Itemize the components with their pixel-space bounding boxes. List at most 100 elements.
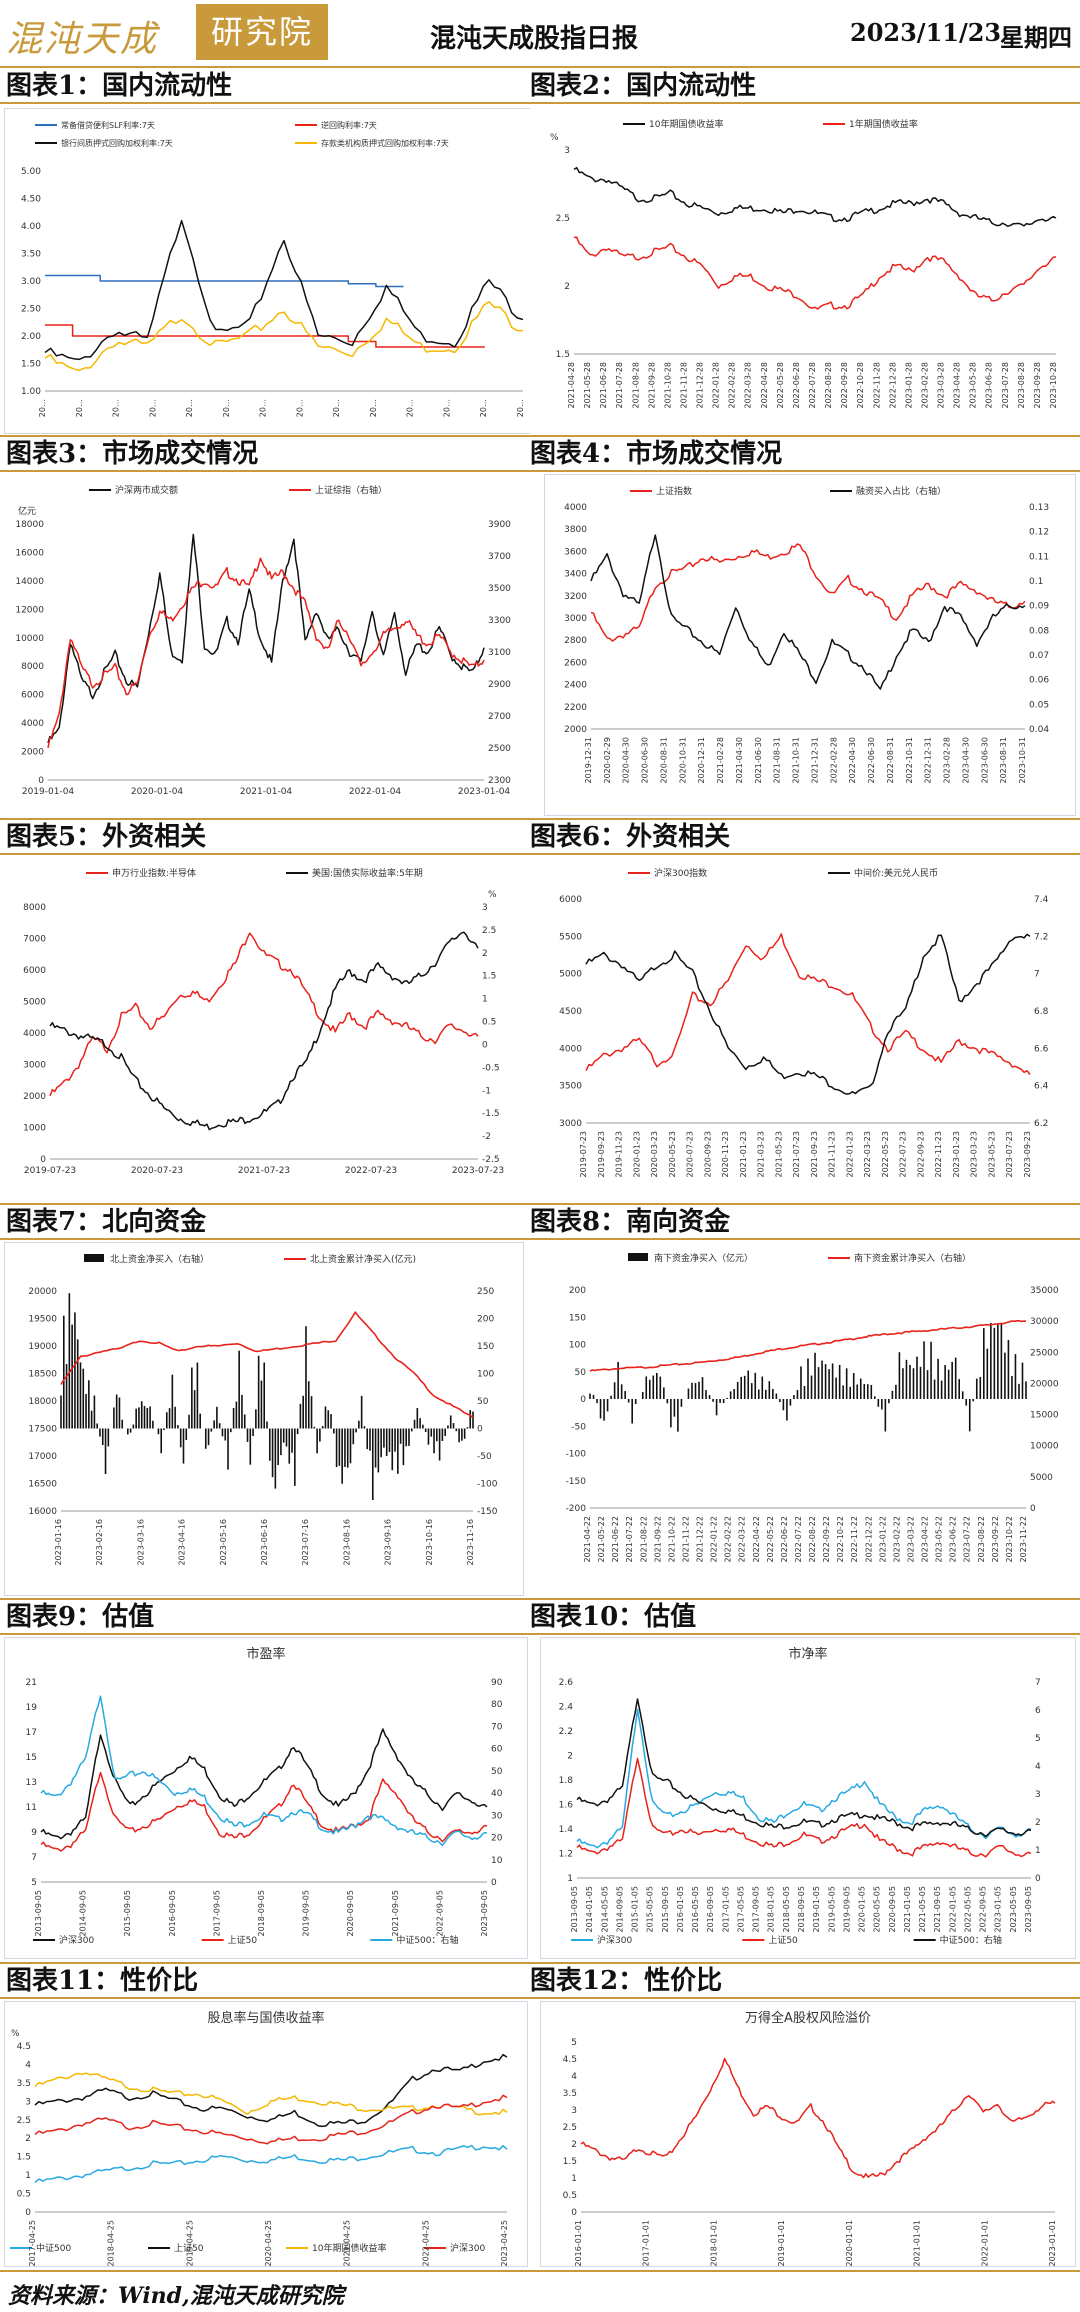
x-tick-label: 2022-03-28 <box>744 362 753 409</box>
bar <box>218 1423 221 1429</box>
bar <box>1014 1354 1017 1399</box>
x-tick-label: 2022-06-30 <box>867 737 876 784</box>
bar <box>235 1401 238 1429</box>
x-tick-label: 2017-05-05 <box>736 1886 745 1933</box>
y-tick-label: 3 <box>1035 1790 1041 1800</box>
x-tick-label: 2023-03-28 <box>937 362 946 409</box>
x-tick-label: 2023-02-22 <box>892 1516 901 1563</box>
y-tick-label: 0.08 <box>1029 626 1049 636</box>
bar <box>424 1428 427 1432</box>
x-tick-label: 2021-01-01 <box>913 2220 922 2266</box>
x-tick-label: 2022-11-28 <box>872 362 881 409</box>
legend-label: 上证综指（右轴） <box>315 484 387 496</box>
x-tick-label: 20… <box>369 399 378 417</box>
bar <box>168 1408 171 1429</box>
x-tick-label: 2023-04-25 <box>500 2220 509 2266</box>
legend-label: 沪深300指数 <box>654 867 707 879</box>
series-line <box>40 1695 488 1847</box>
divider <box>0 1997 1080 1999</box>
y-tick-label: 18000 <box>28 1397 57 1407</box>
y-tick-label: 4 <box>25 2060 31 2070</box>
y-tick-label: 5 <box>571 2038 577 2048</box>
bar <box>772 1388 774 1399</box>
y-tick-label: 7 <box>1034 970 1040 980</box>
x-tick-label: 2021-09-22 <box>653 1516 662 1563</box>
bar <box>88 1380 90 1429</box>
x-tick-label: 2023-10-31 <box>1018 737 1027 784</box>
y-tick-label: 0.07 <box>1029 651 1049 661</box>
x-tick-label: 2015-09-05 <box>123 1890 132 1937</box>
y-tick-label: 0 <box>1030 1504 1036 1514</box>
bar <box>648 1379 651 1399</box>
y-tick-label: 7000 <box>23 935 46 945</box>
bar <box>249 1428 252 1465</box>
x-tick-label: 2021-04-25 <box>343 2220 352 2266</box>
bar <box>115 1394 118 1429</box>
y-tick-label: 40 <box>491 1789 503 1799</box>
bar <box>324 1406 327 1429</box>
bar <box>307 1381 310 1429</box>
y-tick-label: 19 <box>26 1703 38 1713</box>
x-tick-label: 2020-09-05 <box>346 1890 355 1937</box>
y-tick-label: 1.50 <box>21 360 41 370</box>
bar <box>305 1326 307 1429</box>
y-tick-label: 17 <box>26 1728 37 1738</box>
y-tick-label: 0 <box>482 1040 488 1050</box>
bar <box>146 1407 149 1429</box>
section-title: 图表5：外资相关 <box>6 822 207 852</box>
x-tick-label: 2020-01-04 <box>131 787 184 797</box>
x-tick-label: 2022-03-22 <box>738 1516 747 1563</box>
bar <box>810 1375 813 1399</box>
y-tick-label: 4000 <box>23 1029 46 1039</box>
bar <box>196 1362 199 1429</box>
bar <box>849 1386 851 1399</box>
y-tick-label: 1000 <box>23 1124 46 1134</box>
report-header: 混沌天成 研究院 混沌天成股指日报 2023/11/23 星期四 <box>0 0 1080 66</box>
x-tick-label: 2023-06-22 <box>949 1516 958 1563</box>
x-tick-label: 2023-09-22 <box>991 1516 1000 1563</box>
bar <box>677 1399 679 1432</box>
x-tick-label: 2022-01-05 <box>948 1886 957 1933</box>
x-tick-label: 2019-12-31 <box>584 737 593 784</box>
y-tick-label: 30 <box>491 1811 503 1821</box>
bar <box>592 1394 595 1399</box>
x-tick-label: 2020-01-05 <box>858 1886 867 1933</box>
x-tick-label: 2023-05-05 <box>1009 1886 1018 1933</box>
series-line <box>47 533 485 744</box>
series-line <box>44 219 524 361</box>
chart-4: 上证指数 融资买入占比（右轴） 4000 3800 3600 3400 3200 3000 28… <box>564 485 1049 784</box>
bar <box>377 1428 380 1473</box>
bar <box>427 1428 430 1445</box>
bar <box>96 1423 98 1429</box>
x-tick-label: 2013-09-05 <box>570 1886 579 1933</box>
bar <box>266 1421 268 1429</box>
y-tick-label: 0.13 <box>1029 503 1049 513</box>
x-tick-label: 2023-08-22 <box>977 1516 986 1563</box>
x-tick-label: 2020-11-23 <box>721 1131 730 1178</box>
series-line <box>49 932 479 1097</box>
y-tick-label: -100 <box>477 1480 498 1490</box>
y-tick-label: 4 <box>1035 1762 1041 1772</box>
section-title: 图表6：外资相关 <box>530 822 731 852</box>
axis-unit: % <box>11 2029 20 2039</box>
y-tick-label: 2900 <box>488 680 511 690</box>
bar <box>135 1408 137 1429</box>
bar <box>352 1428 355 1445</box>
bar <box>698 1381 700 1399</box>
y-tick-label: 5 <box>1035 1734 1041 1744</box>
section-title: 图表1：国内流动性 <box>6 71 233 101</box>
y-tick-label: 90 <box>491 1678 503 1688</box>
chart-7: 北上资金净买入（右轴） 北上资金累计净买入(亿元) 20000 19500 19000 1… <box>28 1253 498 1566</box>
x-tick-label: 2018-09-05 <box>797 1886 806 1933</box>
series-line <box>45 324 485 348</box>
bar <box>912 1368 915 1399</box>
bar <box>369 1428 371 1451</box>
legend-label: 中间价:美元兑人民币 <box>854 867 938 879</box>
y-tick-label: 3800 <box>564 525 587 535</box>
bar <box>157 1428 160 1435</box>
y-tick-label: 0 <box>38 776 44 786</box>
bar <box>961 1391 964 1399</box>
bar <box>782 1399 785 1411</box>
divider <box>0 102 1080 104</box>
legend-label: 沪深300 <box>597 1934 632 1946</box>
